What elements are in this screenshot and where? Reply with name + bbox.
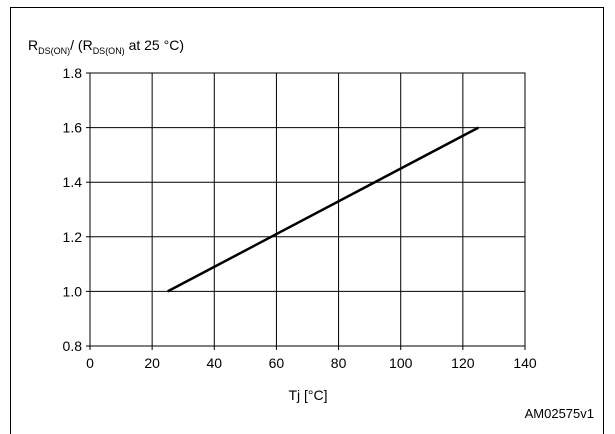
y-tick-label-2: 1.2 [63, 229, 83, 245]
series-layer [167, 126, 479, 293]
y-tick-label-3: 1.4 [63, 174, 83, 190]
x-tick-label-0: 0 [86, 355, 94, 371]
plot-border [86, 72, 526, 350]
plot-area [89, 72, 526, 347]
frame-top-border [10, 7, 604, 8]
x-tick-label-5: 100 [389, 355, 413, 371]
x-tick-label-6: 120 [451, 355, 475, 371]
y-tick-label-5: 1.8 [63, 65, 83, 81]
x-tick-label-4: 80 [331, 355, 347, 371]
x-tick-label-7: 140 [513, 355, 537, 371]
x-axis-title: Tj [°C] [288, 387, 327, 403]
y-tick-labels: 0.8 1.0 1.2 1.4 1.6 1.8 [63, 65, 83, 354]
y-tick-label-0: 0.8 [63, 338, 83, 354]
y-axis-title: RDS(ON)/ (RDS(ON) at 25 °C) [28, 37, 184, 56]
figure-code-label: AM02575v1 [525, 406, 594, 421]
grid [90, 73, 525, 346]
x-tick-label-1: 20 [144, 355, 160, 371]
series-line-0 [167, 126, 479, 293]
page-top-edge [0, 0, 615, 8]
x-tick-labels: 0 20 40 60 80 100 120 140 [86, 355, 537, 371]
y-tick-label-4: 1.6 [63, 120, 83, 136]
chart-frame [10, 8, 604, 434]
y-tick-label-1: 1.0 [63, 283, 83, 299]
x-tick-label-3: 60 [269, 355, 285, 371]
x-tick-label-2: 40 [206, 355, 222, 371]
